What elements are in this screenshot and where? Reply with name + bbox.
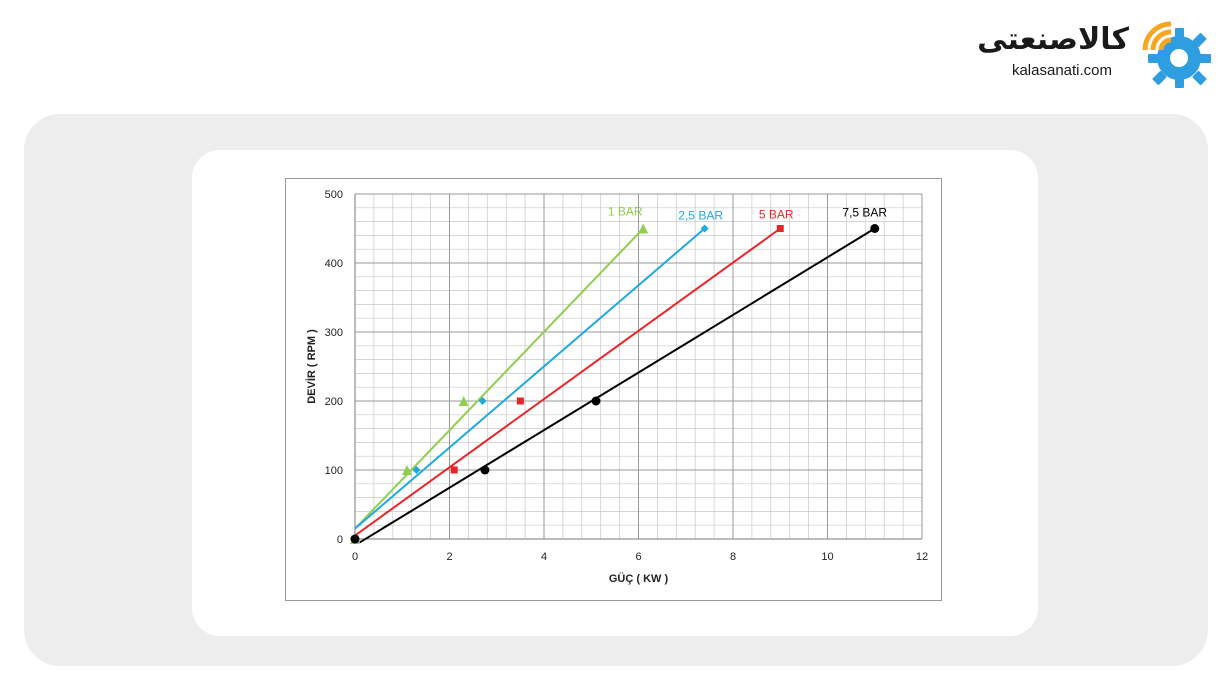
data-point-triangle	[458, 396, 469, 406]
gear-shape	[1148, 28, 1211, 88]
trend-line	[354, 227, 644, 530]
data-point-square	[516, 397, 524, 405]
y-tick-label: 400	[325, 258, 343, 270]
y-tick-labels: 0 100 200 300 400 500	[325, 189, 343, 546]
trend-line	[354, 227, 781, 537]
data-point-circle	[480, 465, 490, 475]
x-tick-label: 2	[446, 551, 452, 563]
data-point-circle	[350, 534, 360, 544]
y-tick-label: 0	[337, 534, 343, 546]
gear-signal-icon	[1142, 21, 1211, 88]
x-tick-label: 8	[730, 551, 736, 563]
data-point-circle	[591, 396, 601, 406]
series-label: 7,5 BAR	[842, 206, 887, 220]
y-tick-label: 500	[325, 189, 343, 201]
data-point-circle	[870, 224, 880, 233]
major-grid	[354, 193, 923, 540]
data-point-diamond	[478, 397, 487, 405]
trend-line	[359, 227, 876, 544]
data-point-triangle	[638, 223, 649, 234]
x-tick-label: 10	[821, 551, 833, 563]
y-tick-label: 300	[325, 327, 343, 339]
data-point-square	[450, 466, 458, 474]
data-markers	[350, 223, 880, 544]
trend-lines	[354, 227, 876, 544]
data-point-triangle	[401, 465, 412, 475]
brand-name-persian: کالاصنعتی	[977, 22, 1129, 57]
y-axis-title: DEVİR ( RPM )	[305, 329, 318, 404]
series-label: 2,5 BAR	[678, 209, 723, 223]
data-point-square	[776, 225, 784, 232]
data-point-diamond	[412, 466, 421, 474]
y-tick-label: 100	[325, 465, 343, 477]
x-tick-label: 0	[352, 551, 358, 563]
brand-domain: kalasanati.com	[1011, 62, 1113, 79]
chart-frame	[285, 178, 942, 601]
x-tick-label: 6	[635, 551, 641, 563]
trend-line	[354, 227, 706, 530]
x-axis-title: GÜÇ ( KW )	[609, 572, 669, 585]
data-point-diamond	[700, 224, 709, 233]
x-tick-label: 12	[916, 551, 928, 563]
x-tick-label: 4	[541, 551, 547, 563]
series-label: 5 BAR	[759, 208, 794, 222]
y-tick-label: 200	[325, 396, 343, 408]
series-labels: 1 BAR 2,5 BAR 5 BAR 7,5 BAR	[608, 205, 888, 223]
series-label: 1 BAR	[608, 205, 643, 219]
x-tick-labels: 0 2 4 6 8 10 12	[352, 551, 928, 563]
brand-logo[interactable]: کالاصنعتی kalasanati.com	[977, 18, 1213, 92]
